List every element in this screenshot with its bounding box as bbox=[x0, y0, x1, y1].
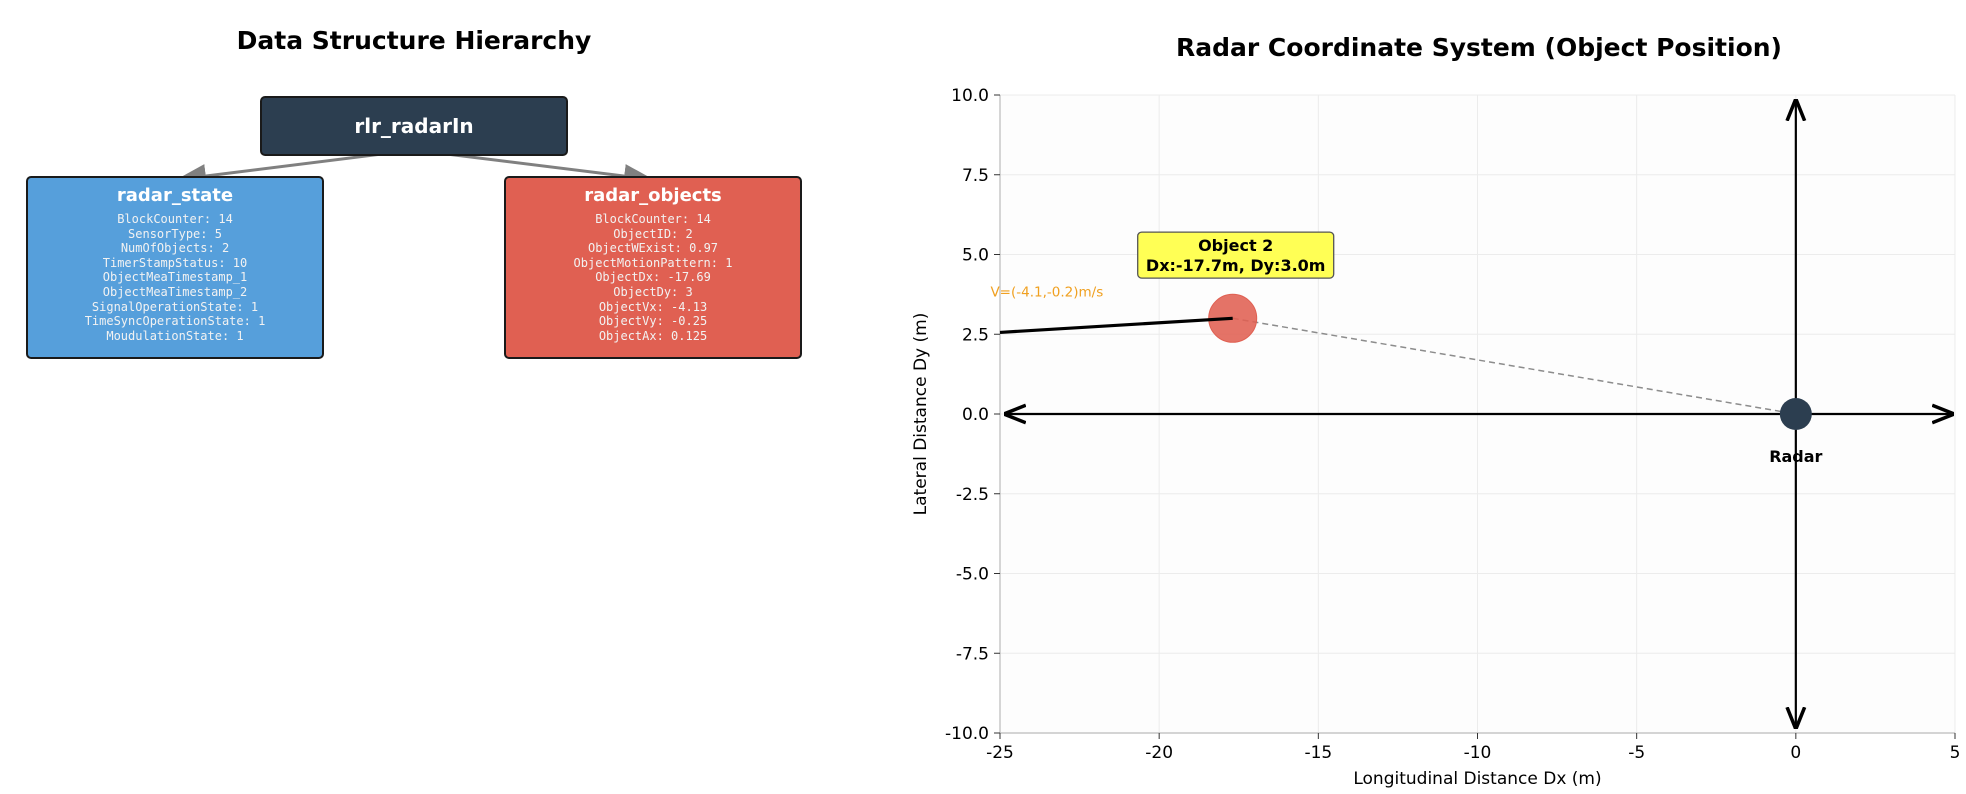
y-axis-label: Lateral Distance Dy (m) bbox=[911, 313, 931, 516]
radar-state-title: radar_state bbox=[116, 185, 234, 206]
radar-label: Radar bbox=[1769, 447, 1822, 466]
radar-objects-field: ObjectAx: 0.125 bbox=[598, 328, 708, 343]
radar-state-field: ObjectMeaTimestamp_1 bbox=[102, 270, 248, 285]
root-node: rlr_radarIn bbox=[260, 96, 568, 156]
radar-objects-field: ObjectMotionPattern: 1 bbox=[573, 255, 733, 270]
x-tick-label: -25 bbox=[986, 743, 1014, 763]
chart-title: Radar Coordinate System (Object Position… bbox=[1176, 33, 1782, 62]
radar-objects-node: radar_objects BlockCounter: 14 ObjectID: … bbox=[504, 176, 802, 359]
radar-objects-field: ObjectID: 2 bbox=[613, 226, 693, 241]
object-radar-line bbox=[1232, 317, 1796, 415]
radar-objects-title: radar_objects bbox=[584, 185, 722, 206]
y-tick-label: -10.0 bbox=[945, 724, 989, 744]
radar-objects-fields: BlockCounter: 14 ObjectID: 2 ObjectWExist:… bbox=[506, 212, 800, 343]
x-tick-label: -20 bbox=[1145, 743, 1173, 763]
hierarchy-title: Data Structure Hierarchy bbox=[236, 26, 592, 55]
y-tick-label: -5.0 bbox=[956, 565, 989, 585]
radar-marker bbox=[1779, 398, 1812, 430]
radar-objects-field: BlockCounter: 14 bbox=[595, 212, 711, 226]
radar-objects-field: ObjectDx: -17.69 bbox=[595, 270, 711, 285]
radar-objects-field: ObjectVy: -0.25 bbox=[598, 314, 708, 329]
radar-state-field: ObjectMeaTimestamp_2 bbox=[102, 284, 248, 299]
x-tick-label: 0 bbox=[1790, 743, 1801, 763]
x-tick-label: 5 bbox=[1950, 743, 1961, 763]
radar-state-field: TimerStampStatus: 10 bbox=[102, 255, 248, 270]
x-tick-label: -15 bbox=[1304, 743, 1332, 763]
radar-state-field: MoudulationState: 1 bbox=[106, 328, 244, 343]
y-tick-label: -7.5 bbox=[956, 644, 989, 664]
y-tick-label: 10.0 bbox=[951, 86, 989, 106]
velocity-vector bbox=[999, 316, 1233, 335]
x-tick-label: -5 bbox=[1628, 743, 1645, 763]
object-annotation-coords: Dx:-17.7m, Dy:3.0m bbox=[1146, 256, 1326, 275]
radar-objects-field: ObjectWExist: 0.97 bbox=[587, 241, 719, 256]
y-tick-label: 5.0 bbox=[962, 246, 989, 266]
y-tick-label: 0.0 bbox=[962, 405, 989, 425]
x-tick-label: -10 bbox=[1464, 743, 1492, 763]
object-annotation-box bbox=[1137, 231, 1335, 279]
y-tick-label: 2.5 bbox=[962, 325, 989, 345]
x-axis-label: Longitudinal Distance Dx (m) bbox=[1353, 769, 1601, 789]
radar-state-fields: BlockCounter: 14 SensorType: 5 NumOfObject… bbox=[28, 212, 322, 343]
radar-state-field: SensorType: 5 bbox=[128, 226, 222, 241]
radar-chart: -25 -20 -15 -10 -5 0 5 10.0 7.5 5.0 2.5 0.0 -2.5 -5.0… bbox=[911, 86, 1961, 789]
radar-state-field: TimeSyncOperationState: 1 bbox=[84, 314, 266, 329]
y-tick-label: -2.5 bbox=[956, 485, 989, 505]
radar-state-field: SignalOperationState: 1 bbox=[91, 299, 259, 314]
radar-state-node: radar_state BlockCounter: 14 SensorType: … bbox=[26, 176, 324, 359]
radar-objects-field: ObjectVx: -4.13 bbox=[598, 299, 708, 314]
radar-state-field: BlockCounter: 14 bbox=[117, 212, 233, 226]
y-tick-label: 7.5 bbox=[962, 166, 989, 186]
root-node-label: rlr_radarIn bbox=[354, 114, 474, 138]
radar-objects-field: ObjectDy: 3 bbox=[613, 284, 693, 299]
velocity-label: V=(-4.1,-0.2)m/s bbox=[990, 285, 1103, 301]
object-annotation-title: Object 2 bbox=[1198, 236, 1273, 255]
radar-state-field: NumOfObjects: 2 bbox=[120, 241, 230, 256]
